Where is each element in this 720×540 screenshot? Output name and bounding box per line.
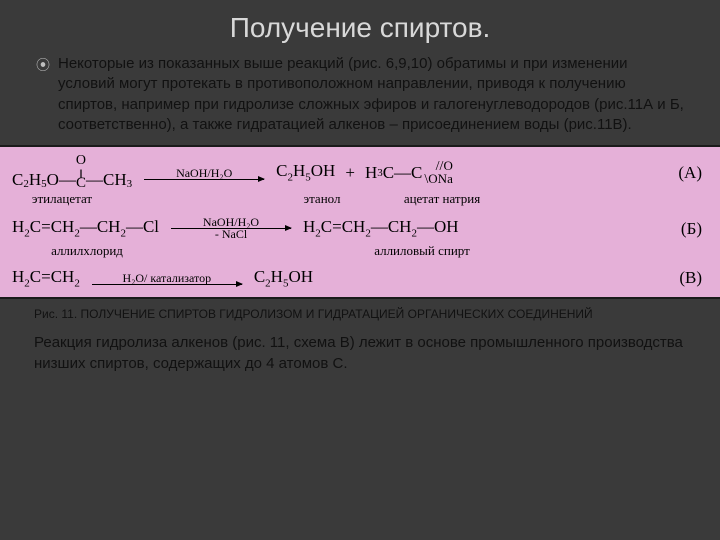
name-acetate: ацетат натрия — [397, 191, 487, 207]
rxn-a-left: C2H5O— O‖C —CH3 — [12, 155, 132, 190]
reaction-b-labels: аллилхлорид аллиловый спирт — [12, 243, 708, 259]
arrow-a: NaOH/H₂O — [144, 166, 264, 180]
name-allylalc: аллиловый спирт — [332, 243, 512, 259]
rxn-a-prod1: C2H5OH — [276, 161, 335, 183]
name-ethylacetate: этилацетат — [12, 191, 112, 207]
reactions-panel: C2H5O— O‖C —CH3 NaOH/H₂O C2H5OH + H3C—C … — [0, 145, 720, 299]
name-allylcl: аллилхлорид — [12, 243, 162, 259]
carbonyl-icon: O‖C — [76, 155, 86, 190]
rxn-c-left: H2C=CH2 — [12, 267, 80, 289]
reaction-c: H2C=CH2 H₂O/ катализатор C2H5OH (В) — [12, 267, 708, 289]
carboxylate-icon: //O \ONa — [424, 160, 452, 186]
rxn-c-right: C2H5OH — [254, 267, 313, 289]
cond-b-bot: - NaCl — [215, 227, 247, 242]
figure-caption: Рис. 11. ПОЛУЧЕНИЕ СПИРТОВ ГИДРОЛИЗОМ И … — [34, 307, 686, 321]
label-c: (В) — [679, 268, 708, 288]
name-ethanol: этанол — [287, 191, 357, 207]
bullet-block: ⦿ Некоторые из показанных выше реакций (… — [30, 54, 690, 145]
reaction-b: H2C=CH2—CH2—Cl NaOH/H₂O - NaCl H2C=CH2—C… — [12, 215, 708, 242]
rxn-b-right: H2C=CH2—CH2—OH — [303, 217, 459, 239]
rxn-b-left: H2C=CH2—CH2—Cl — [12, 217, 159, 239]
plus-sign: + — [345, 163, 355, 183]
footer-paragraph: Реакция гидролиза алкенов (рис. 11, схем… — [30, 333, 690, 374]
slide: Получение спиртов. ⦿ Некоторые из показа… — [0, 0, 720, 540]
label-a: (А) — [678, 163, 708, 183]
bullet-icon: ⦿ — [36, 56, 50, 75]
intro-paragraph: Некоторые из показанных выше реакций (ри… — [58, 54, 684, 135]
rxn-a-prod2: H3C—C //O \ONa — [365, 160, 453, 186]
arrow-b: NaOH/H₂O - NaCl — [171, 215, 291, 242]
page-title: Получение спиртов. — [30, 12, 690, 44]
label-b: (Б) — [681, 219, 708, 239]
arrow-c: H₂O/ катализатор — [92, 271, 242, 285]
reaction-a-labels: этилацетат этанол ацетат натрия — [12, 191, 708, 207]
reaction-a: C2H5O— O‖C —CH3 NaOH/H₂O C2H5OH + H3C—C … — [12, 155, 708, 190]
